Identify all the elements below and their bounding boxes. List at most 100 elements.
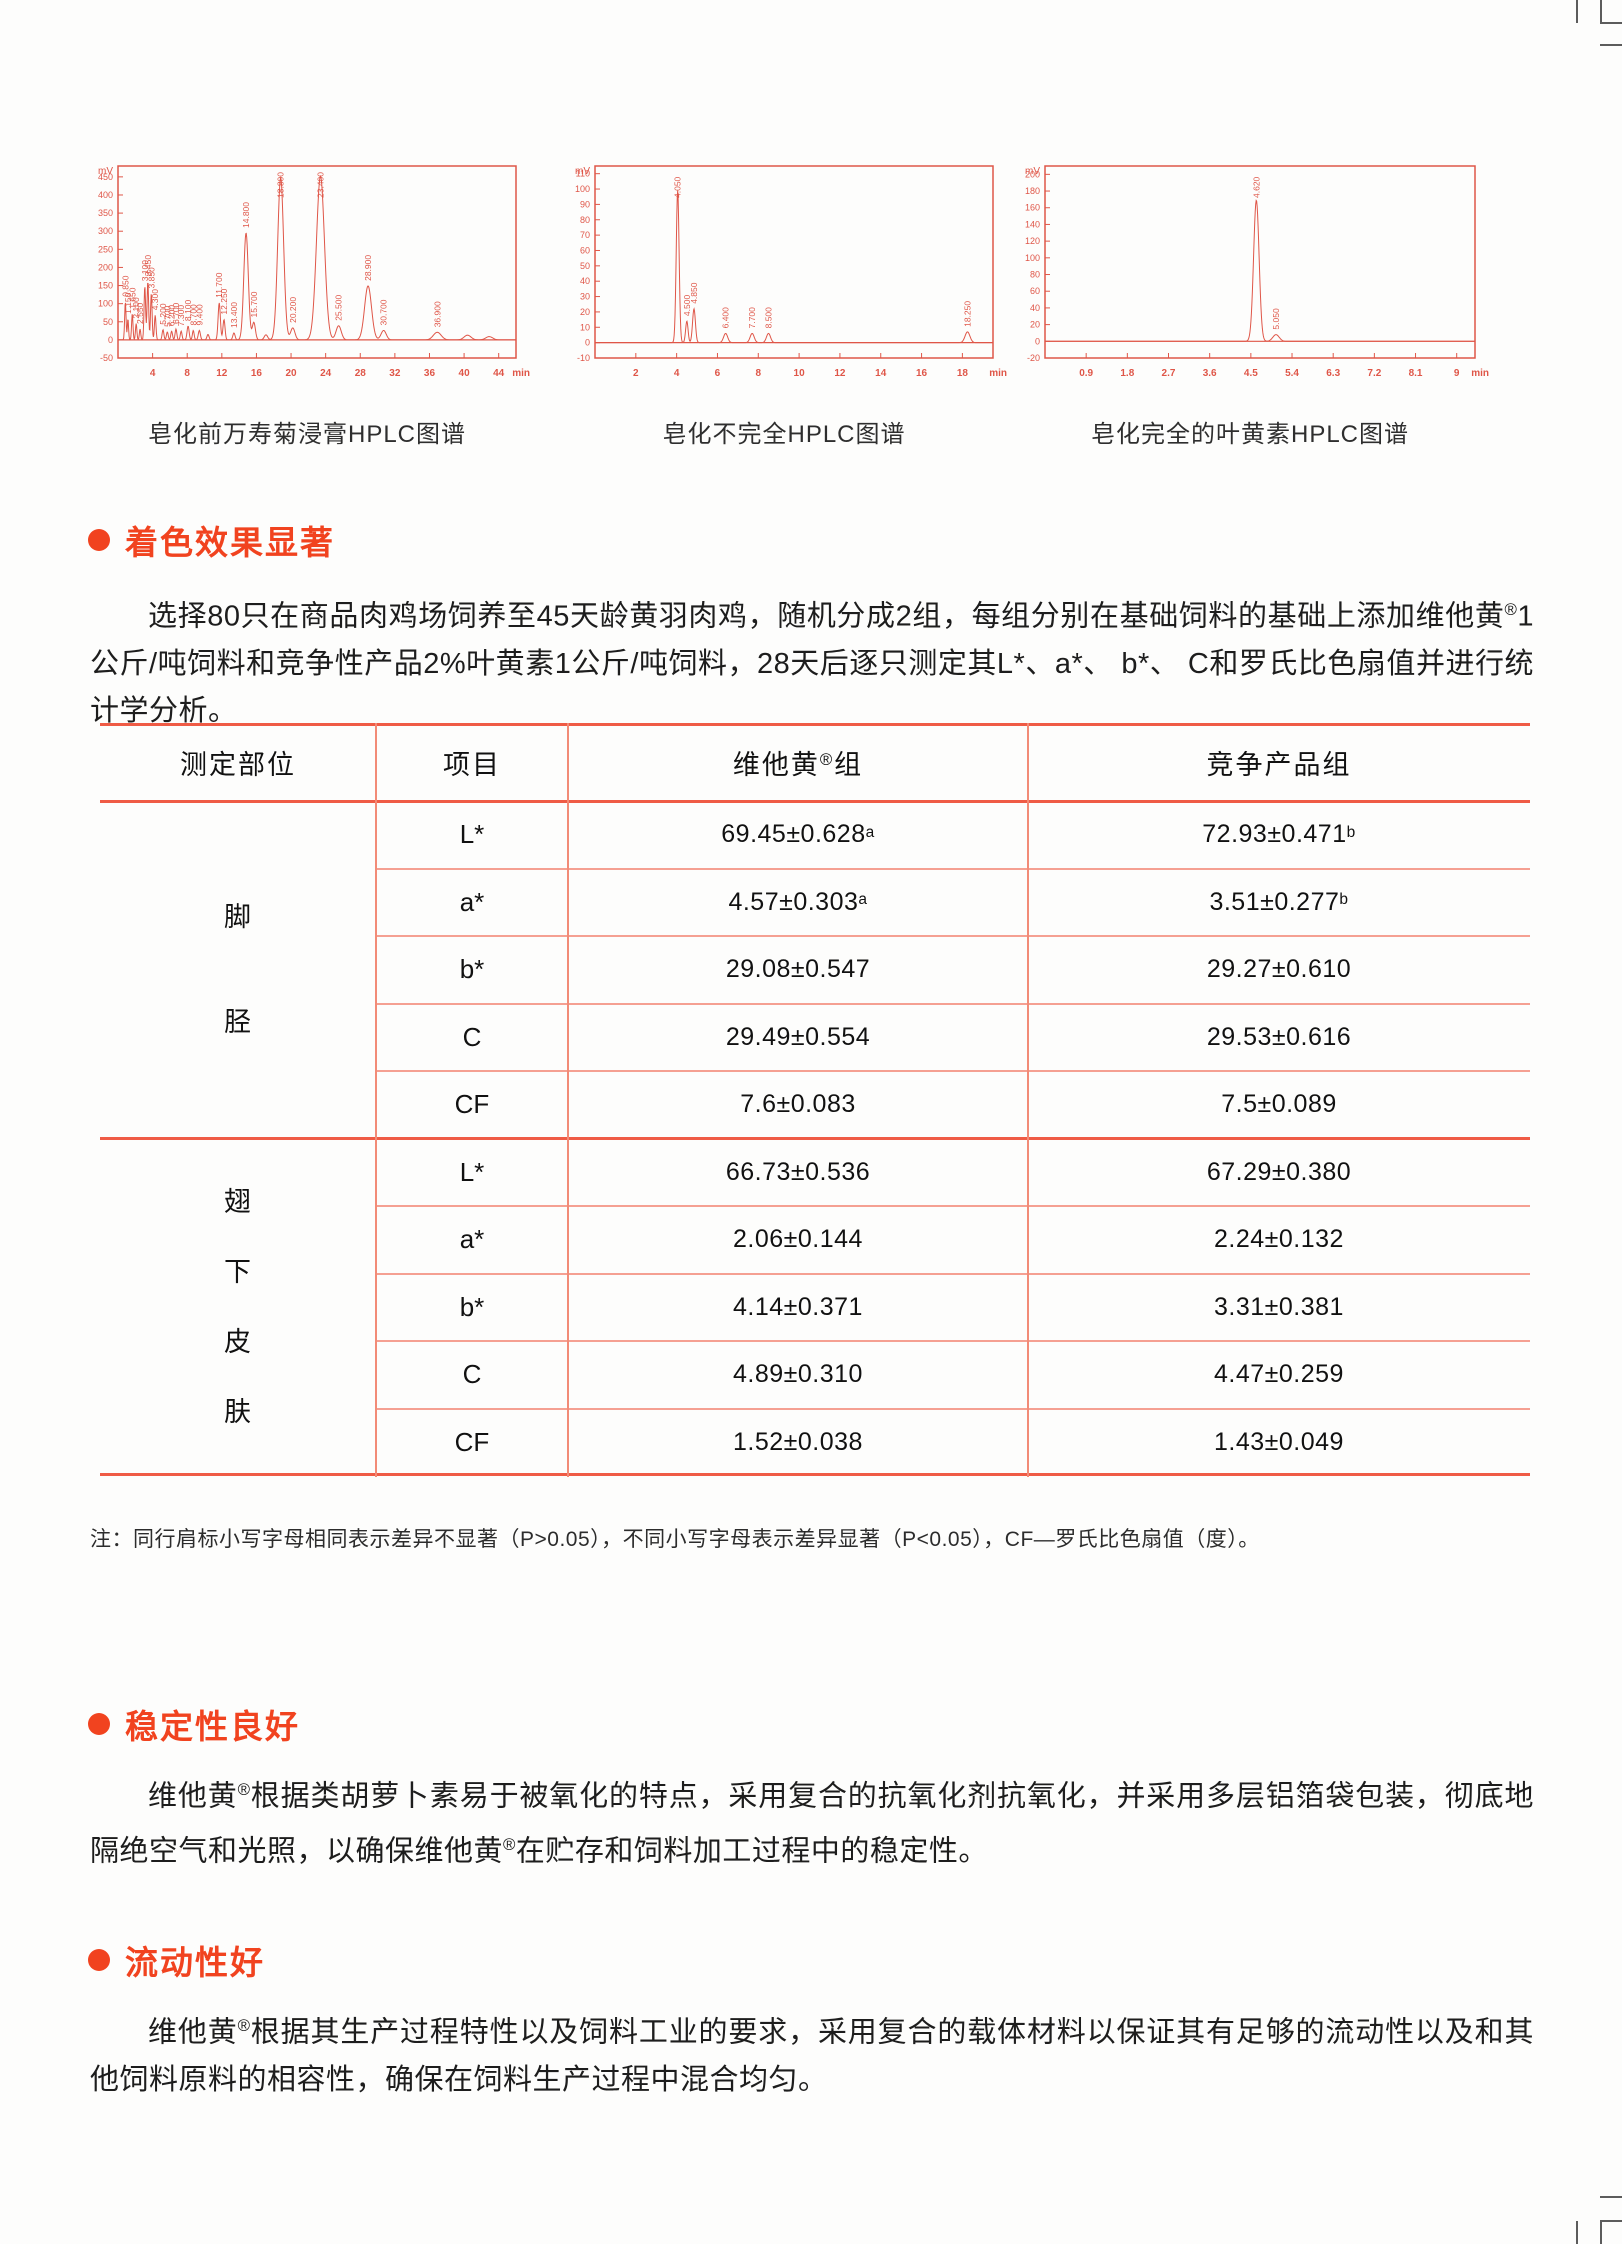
- table-item-cell: a*: [459, 886, 485, 917]
- svg-text:24: 24: [320, 368, 332, 379]
- svg-text:40: 40: [459, 368, 471, 379]
- table-vitayellow-value: 7.6±0.083: [740, 1090, 856, 1119]
- svg-text:12: 12: [834, 368, 846, 379]
- table-column-divider: [375, 723, 377, 1477]
- svg-text:60: 60: [580, 245, 590, 255]
- table-competitor-value: 7.5±0.089: [1221, 1090, 1337, 1119]
- svg-text:8: 8: [756, 368, 762, 379]
- svg-text:100: 100: [1025, 253, 1040, 263]
- svg-text:-50: -50: [100, 353, 113, 363]
- svg-text:120: 120: [1025, 236, 1040, 246]
- bullet-icon: [88, 1949, 110, 1971]
- svg-text:4: 4: [150, 368, 156, 379]
- table-vitayellow-value: 4.14±0.371: [733, 1292, 863, 1321]
- svg-text:2.550: 2.550: [135, 302, 145, 324]
- bullet-icon: [88, 529, 110, 551]
- table-item-cell: C: [462, 1359, 482, 1390]
- svg-text:9: 9: [1454, 368, 1460, 379]
- table-rule: [100, 799, 1530, 803]
- svg-text:28.900: 28.900: [363, 255, 373, 281]
- svg-text:100: 100: [98, 299, 113, 309]
- table-part-label: 脚胫: [224, 901, 252, 1037]
- svg-text:20: 20: [1030, 320, 1040, 330]
- table-item-cell: b*: [459, 1291, 485, 1322]
- table-competitor-value: 67.29±0.380: [1206, 1157, 1352, 1186]
- table-row-divider: [376, 1002, 1530, 1005]
- svg-text:30.700: 30.700: [379, 299, 389, 325]
- svg-text:180: 180: [1025, 186, 1040, 196]
- svg-text:4.620: 4.620: [1251, 176, 1261, 198]
- svg-text:6: 6: [715, 368, 721, 379]
- table-header-cell: 项目: [443, 749, 501, 780]
- svg-text:6.3: 6.3: [1326, 368, 1340, 379]
- svg-text:0.850: 0.850: [120, 275, 130, 297]
- table-header-cell: 竞争产品组: [1206, 749, 1352, 780]
- svg-text:2: 2: [633, 368, 639, 379]
- table-competitor-value: 3.31±0.381: [1214, 1292, 1344, 1321]
- table-vitayellow-value: 29.08±0.547: [725, 955, 871, 984]
- hplc-chart-svg: mV -50 0 50 100 150 200 250 300 350 400 450 4 8 12 16 20…: [82, 158, 532, 408]
- svg-text:min: min: [512, 368, 530, 379]
- svg-text:36.900: 36.900: [432, 301, 442, 327]
- table-vitayellow-value: 2.06±0.144: [733, 1225, 863, 1254]
- svg-text:20: 20: [580, 307, 590, 317]
- svg-text:200: 200: [98, 262, 113, 272]
- svg-text:8.100: 8.100: [183, 300, 193, 322]
- table-item-cell: L*: [459, 1156, 485, 1187]
- section-paragraph-coloring-effect: 选择80只在商品肉鸡场饲养至45天龄黄羽肉鸡，随机分成2组，每组分别在基础饲料的…: [90, 600, 1534, 727]
- crop-mark: [1576, 0, 1578, 23]
- crop-mark: [1600, 2196, 1622, 2198]
- hplc-chart-svg: mV -10 0 10 20 30 40 50 60 70 80 90 100 110 2 4 6 8 10 12 14…: [559, 158, 1009, 408]
- svg-text:2.100: 2.100: [131, 297, 141, 319]
- section-paragraph-stability: 维他黄®根据类胡萝卜素易于被氧化的特点，采用复合的抗氧化剂抗氧化，并采用多层铝箔…: [90, 1780, 1534, 1868]
- svg-text:3.450: 3.450: [143, 255, 153, 277]
- svg-text:3.100: 3.100: [140, 260, 150, 282]
- svg-text:8.500: 8.500: [764, 307, 774, 329]
- svg-text:14: 14: [875, 368, 887, 379]
- table-row-divider: [376, 1272, 1530, 1275]
- table-vitayellow-value: 4.57±0.303 a: [728, 887, 868, 916]
- svg-text:200: 200: [1025, 169, 1040, 179]
- svg-text:70: 70: [580, 230, 590, 240]
- svg-text:110: 110: [576, 169, 590, 179]
- svg-text:25.500: 25.500: [334, 295, 344, 321]
- table-vitayellow-value: 29.49±0.554: [725, 1022, 871, 1051]
- table-row-divider: [376, 1205, 1530, 1207]
- svg-text:mV: mV: [1025, 166, 1040, 177]
- table-item-cell: CF: [454, 1089, 490, 1120]
- svg-text:80: 80: [1030, 270, 1040, 280]
- svg-text:32: 32: [389, 368, 401, 379]
- svg-text:9.400: 9.400: [194, 304, 204, 326]
- bullet-icon: [88, 1713, 110, 1735]
- svg-text:50: 50: [580, 261, 590, 271]
- svg-text:3.6: 3.6: [1203, 368, 1217, 379]
- svg-text:16: 16: [251, 368, 263, 379]
- svg-text:28: 28: [355, 368, 367, 379]
- svg-text:min: min: [989, 368, 1007, 379]
- svg-text:4.500: 4.500: [682, 295, 692, 317]
- table-footnote: 注：同行肩标小写字母相同表示差异不显著（P>0.05），不同小写字母表示差异显著…: [90, 1528, 1260, 1551]
- svg-text:140: 140: [1025, 219, 1040, 229]
- svg-text:7.700: 7.700: [747, 307, 757, 329]
- svg-text:min: min: [1471, 368, 1489, 379]
- svg-text:100: 100: [575, 184, 590, 194]
- svg-text:5.4: 5.4: [1285, 368, 1299, 379]
- svg-text:10: 10: [794, 368, 806, 379]
- svg-text:7.2: 7.2: [1367, 368, 1381, 379]
- svg-text:18: 18: [957, 368, 969, 379]
- table-vitayellow-value: 1.52±0.038: [733, 1427, 863, 1456]
- table-competitor-value: 3.51±0.277 b: [1209, 887, 1349, 916]
- table-vitayellow-value: 4.89±0.310: [733, 1360, 863, 1389]
- table-item-cell: b*: [459, 954, 485, 985]
- svg-text:44: 44: [493, 368, 505, 379]
- svg-text:6.200: 6.200: [167, 305, 177, 327]
- svg-text:8: 8: [184, 368, 190, 379]
- svg-text:50: 50: [103, 317, 113, 327]
- table-vitayellow-value: 69.45±0.628 a: [721, 820, 875, 849]
- section-heading-label: 着色效果显著: [125, 524, 335, 561]
- svg-text:40: 40: [1030, 303, 1040, 313]
- svg-text:7.300: 7.300: [176, 305, 186, 327]
- table-competitor-value: 72.93±0.471 b: [1202, 820, 1356, 849]
- svg-text:4.300: 4.300: [150, 289, 160, 311]
- crop-mark: [1600, 2220, 1622, 2222]
